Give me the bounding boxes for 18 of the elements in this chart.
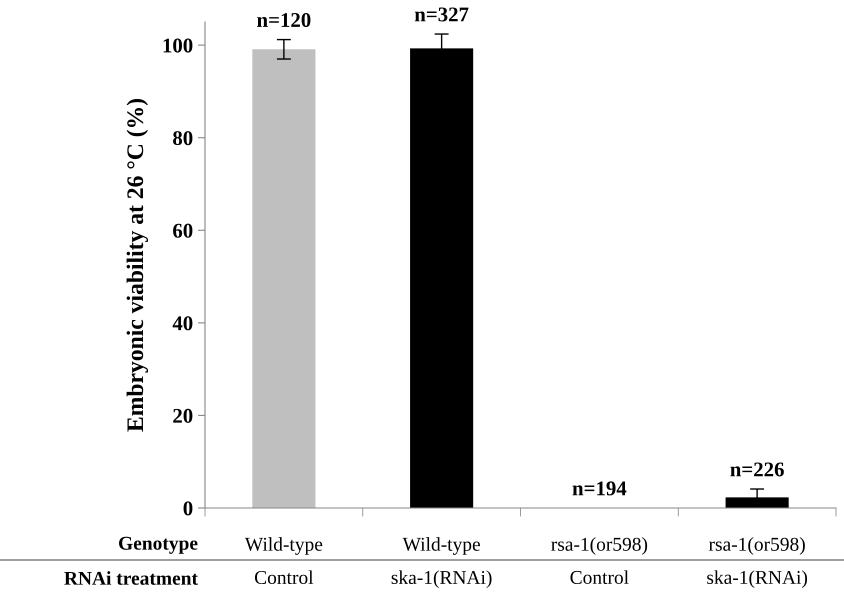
x-tick-label: Wild-type Control — [244, 537, 322, 584]
y-tick-label: 0 — [184, 501, 192, 516]
y-tick-label: 100 — [164, 38, 192, 53]
y-tick-label: 20 — [173, 408, 192, 423]
x-tick-label: rsa-1(or598) Control — [551, 537, 648, 584]
x-tick-label: Wild-type ska-1(RNAi) — [392, 537, 492, 588]
annotation: n=120 — [257, 12, 310, 28]
y-tick-label: 40 — [172, 316, 192, 330]
y-tick-label: 60 — [173, 224, 192, 238]
text: n=327 — [414, 7, 468, 22]
y-axis-title: Embryonic viability at 26 °C (%) — [126, 98, 148, 432]
annotation: n=194 — [572, 481, 626, 496]
text: RNAi treatment — [64, 571, 198, 585]
x-tick-label: rsa-1(or598) ska-1(RNAi) — [707, 537, 808, 588]
bar — [252, 49, 316, 508]
y-tick-label: 80 — [173, 131, 192, 146]
text: Genotype — [119, 536, 198, 554]
annotation: n=226 — [730, 462, 784, 476]
